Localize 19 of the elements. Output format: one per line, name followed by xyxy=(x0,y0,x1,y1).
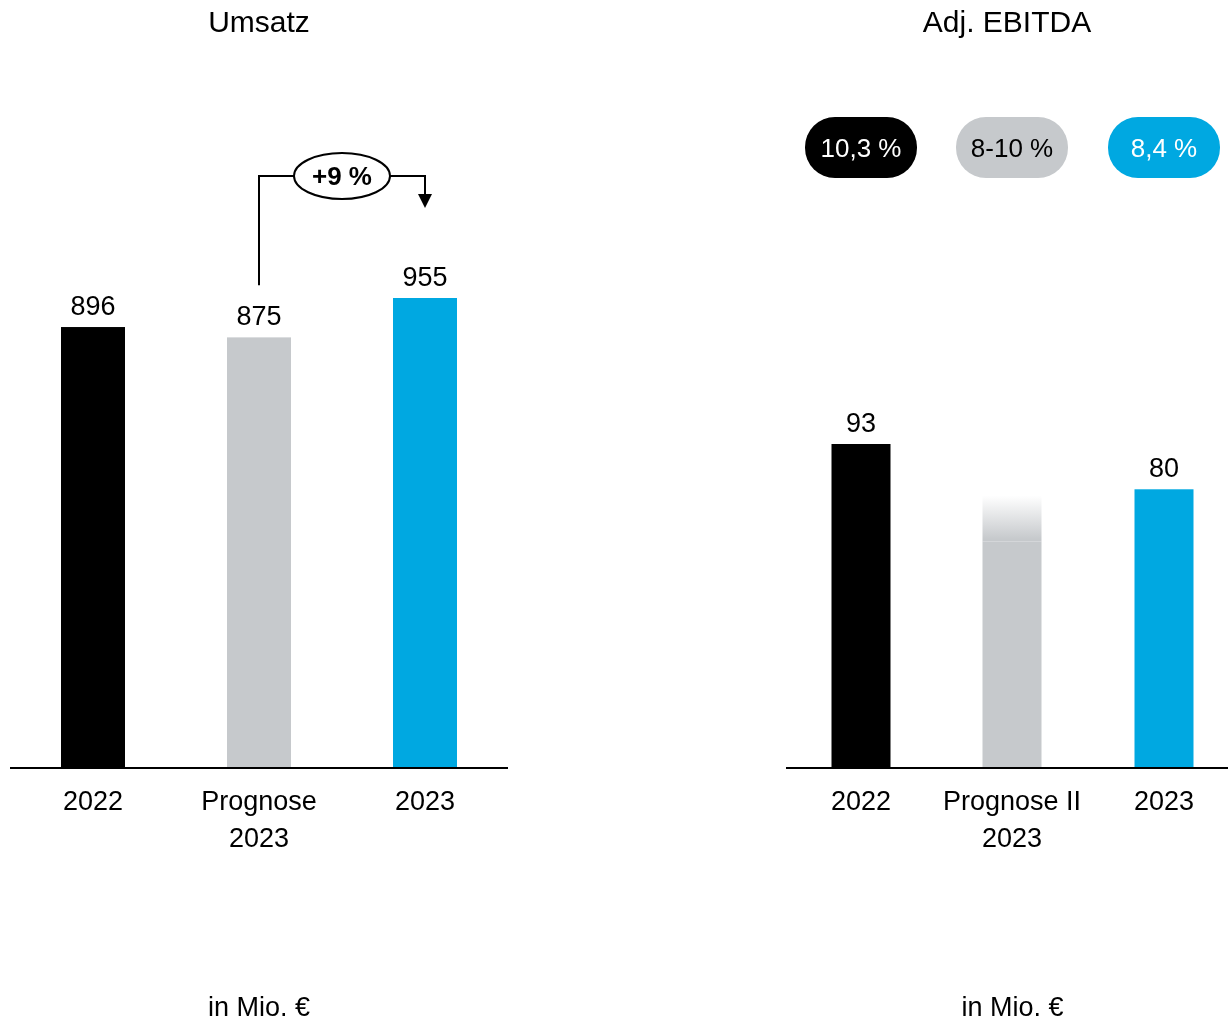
text: +9 % xyxy=(312,161,372,191)
x-axis-title: in Mio. € xyxy=(961,992,1064,1022)
data-label: 875 xyxy=(236,301,282,332)
text: 8-10 % xyxy=(970,133,1054,163)
chart-title: Adj. EBITDA xyxy=(922,5,1092,38)
text: 8,4 % xyxy=(1130,133,1198,163)
data-label: 955 xyxy=(402,262,448,292)
data-label: 896 xyxy=(70,291,116,322)
x-tick-label: 2022 xyxy=(62,786,124,816)
x-axis-title: in Mio. € xyxy=(207,992,311,1022)
x-tick-label: Prognose 2023 xyxy=(201,786,317,853)
x-tick-label: 2022 xyxy=(830,786,892,816)
x-tick-label: 2023 xyxy=(1133,786,1195,816)
x-tick-label: 2023 xyxy=(394,786,456,816)
data-label: 80 xyxy=(1148,453,1180,484)
text: 10,3 % xyxy=(820,133,902,163)
x-tick-label: Prognose II 2023 xyxy=(942,786,1082,853)
chart-title: Umsatz xyxy=(208,5,310,38)
data-label: 93 xyxy=(845,408,877,438)
